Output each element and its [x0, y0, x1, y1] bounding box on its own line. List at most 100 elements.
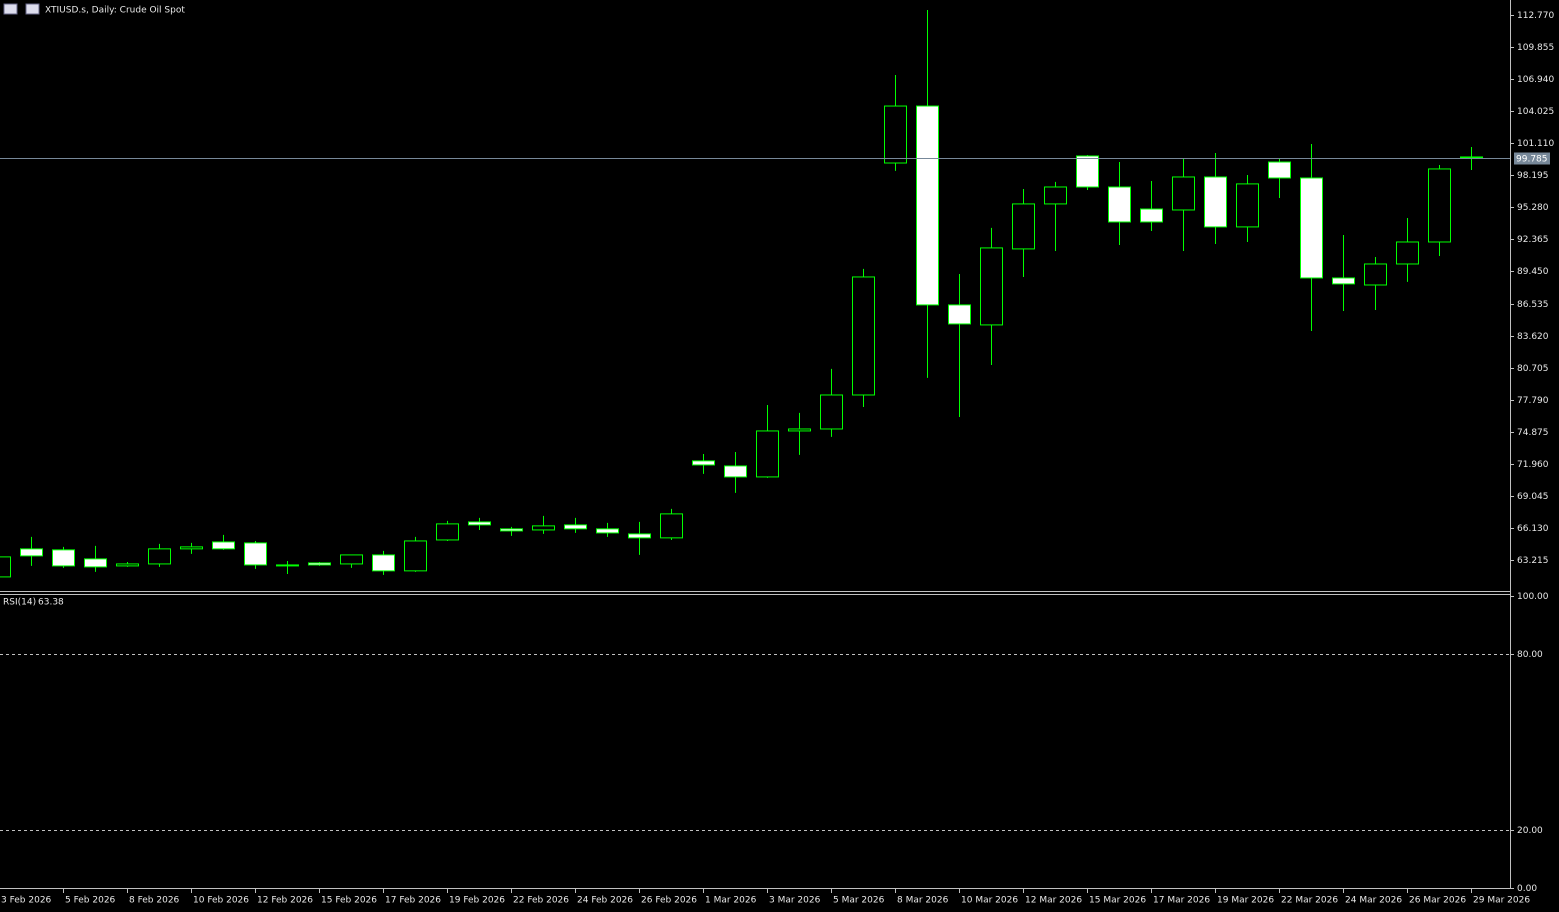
y-tick-label: 101.110: [1517, 139, 1554, 149]
y-tick-label: 89.450: [1517, 267, 1549, 277]
y-tick-label: 83.620: [1517, 332, 1549, 342]
candle-body: [1236, 183, 1259, 228]
y-tick-label: 98.195: [1517, 171, 1549, 181]
candle-body: [948, 304, 971, 325]
candle-body: [628, 533, 651, 539]
y-tick-label: 92.365: [1517, 235, 1549, 245]
y-tick-label: 104.025: [1517, 107, 1554, 117]
candle-body: [52, 549, 75, 567]
x-tick-label: 10 Feb 2026: [193, 896, 249, 906]
candle-body: [308, 562, 331, 566]
candle-body: [244, 542, 267, 566]
header-icons: [3, 3, 40, 15]
x-tick-label: 19 Mar 2026: [1217, 896, 1274, 906]
x-tick-label: 10 Mar 2026: [961, 896, 1018, 906]
candle-body: [116, 563, 139, 567]
x-tick-label: 22 Feb 2026: [513, 896, 569, 906]
y-tick-label: 86.535: [1517, 300, 1549, 310]
candle-body: [276, 564, 299, 567]
x-tick-label: 26 Mar 2026: [1409, 896, 1466, 906]
y-tick-label: 69.045: [1517, 492, 1549, 502]
candle-body: [1364, 263, 1387, 286]
candle-body: [468, 521, 491, 526]
candle-body: [1460, 156, 1483, 159]
candle-body: [84, 558, 107, 568]
candle-body: [1044, 186, 1067, 205]
candle-body: [1268, 161, 1291, 179]
y-tick-label: 63.215: [1517, 556, 1549, 566]
candle-body: [1428, 168, 1451, 243]
candle-body: [884, 105, 907, 164]
candle-body: [0, 556, 11, 578]
x-tick-label: 26 Feb 2026: [641, 896, 697, 906]
candle-body: [788, 428, 811, 432]
x-tick-label: 29 Mar 2026: [1473, 896, 1530, 906]
x-tick-label: 15 Feb 2026: [321, 896, 377, 906]
icon: [3, 3, 18, 15]
current-price-box: [1514, 152, 1550, 165]
x-tick-label: 15 Mar 2026: [1089, 896, 1146, 906]
candle-body: [852, 276, 875, 396]
icon: [25, 3, 40, 15]
candle-body: [756, 430, 779, 478]
candle-body: [660, 513, 683, 539]
x-tick-label: 5 Feb 2026: [65, 896, 116, 906]
candle-body: [404, 540, 427, 572]
x-tick-label: 19 Feb 2026: [449, 896, 505, 906]
candle-body: [1172, 176, 1195, 211]
y-tick-label: 80.00: [1517, 650, 1543, 660]
candle-body: [1300, 177, 1323, 279]
x-tick-label: 12 Mar 2026: [1025, 896, 1082, 906]
y-tick-label: 95.280: [1517, 203, 1549, 213]
candle-body: [980, 247, 1003, 326]
candle-body: [500, 528, 523, 532]
x-tick-label: 5 Mar 2026: [833, 896, 885, 906]
candle-body: [1012, 203, 1035, 250]
candle-body: [564, 524, 587, 530]
candle-body: [532, 525, 555, 531]
candle-body: [340, 554, 363, 565]
y-tick-label: 112.770: [1517, 11, 1554, 21]
x-tick-label: 17 Mar 2026: [1153, 896, 1210, 906]
y-tick-label: 80.705: [1517, 364, 1549, 374]
candle-body: [916, 105, 939, 306]
candle-body: [596, 528, 619, 534]
y-tick-label: 71.960: [1517, 460, 1549, 470]
indicator-title: RSI(14): [3, 598, 36, 608]
y-tick-label: 109.855: [1517, 43, 1554, 53]
y-tick-label: 77.790: [1517, 396, 1549, 406]
candle-body: [1140, 208, 1163, 223]
x-tick-label: 8 Mar 2026: [897, 896, 949, 906]
x-tick-label: 22 Mar 2026: [1281, 896, 1338, 906]
x-tick-label: 8 Feb 2026: [129, 896, 180, 906]
y-tick-label: 66.130: [1517, 524, 1549, 534]
candle-body: [724, 465, 747, 478]
candle-body: [1204, 176, 1227, 228]
candle-body: [372, 554, 395, 572]
candle-body: [1332, 277, 1355, 285]
y-tick-label: 74.875: [1517, 428, 1549, 438]
x-tick-label: 24 Feb 2026: [577, 896, 633, 906]
y-tick-label: 20.00: [1517, 826, 1543, 836]
y-tick-label: 0.00: [1517, 884, 1537, 894]
current-price-label: 99.785: [1516, 155, 1548, 165]
indicator-value: 63.38: [38, 598, 64, 608]
x-tick-label: 3 Mar 2026: [769, 896, 821, 906]
y-tick-label: 106.940: [1517, 75, 1554, 85]
candle-body: [1076, 155, 1099, 188]
candle-body: [180, 546, 203, 550]
candle-body: [692, 460, 715, 466]
candle-body: [20, 548, 43, 557]
x-tick-label: 24 Mar 2026: [1345, 896, 1402, 906]
candle-body: [1108, 186, 1131, 223]
x-tick-label: 1 Mar 2026: [705, 896, 757, 906]
y-tick-label: 100.00: [1517, 592, 1549, 602]
candle-body: [1396, 241, 1419, 265]
candle-body: [820, 394, 843, 430]
candle-body: [148, 548, 171, 565]
candle-body: [436, 523, 459, 541]
chart-title: XTIUSD.s, Daily: Crude Oil Spot: [45, 6, 185, 16]
x-tick-label: 12 Feb 2026: [257, 896, 313, 906]
